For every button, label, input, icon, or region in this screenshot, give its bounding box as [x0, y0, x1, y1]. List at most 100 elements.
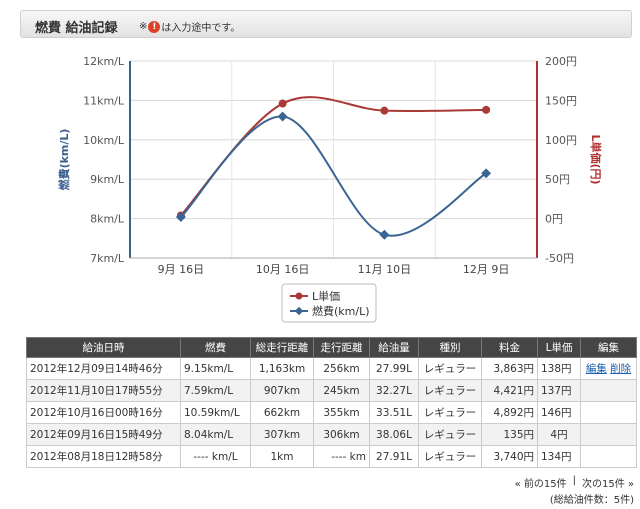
col-total: 総走行距離 — [250, 337, 314, 358]
unit-price-point — [380, 106, 389, 115]
table-row: 2012年12月09日14時46分 9.15km/L 1,163km 256km… — [26, 357, 637, 380]
table-row: 2012年11月10日17時55分 7.59km/L 907km 245km 3… — [26, 379, 637, 402]
cell-unit: 137円 — [537, 379, 581, 402]
fuel-economy-point — [175, 212, 186, 222]
table-header-row: 給油日時 燃費 総走行距離 走行距離 給油量 種別 料金 L単価 編集 — [26, 337, 637, 358]
left-axis-title: 燃費(km/L) — [57, 129, 71, 192]
prev-page-link[interactable]: « 前の15件 — [514, 479, 567, 490]
cell-kind: レギュラー — [418, 445, 482, 468]
legend-box — [281, 283, 377, 323]
left-tick-label: 9km/L — [90, 173, 125, 186]
cell-kind: レギュラー — [418, 379, 482, 402]
cell-total: 1km — [250, 445, 314, 468]
cell-date: 2012年12月09日14時46分 — [26, 357, 181, 380]
col-kind: 種別 — [418, 337, 482, 358]
cell-amount: 32.27L — [369, 379, 419, 402]
cell-amount: 27.99L — [369, 357, 419, 380]
note-prefix: ※ — [139, 21, 148, 32]
cell-distance: ---- km — [313, 445, 370, 468]
unit-price-legend-marker — [295, 292, 303, 300]
cell-price: 3,740円 — [481, 445, 538, 468]
legend-entry: L単価 — [312, 289, 340, 303]
cell-kind: レギュラー — [418, 357, 482, 380]
left-tick-label: 12km/L — [83, 55, 125, 68]
cell-price: 4,421円 — [481, 379, 538, 402]
table-row: 2012年08月18日12時58分 ---- km/L 1km ---- km … — [26, 445, 637, 468]
fuel-economy-point — [277, 111, 288, 122]
cell-actions — [580, 401, 637, 424]
left-tick-label: 11km/L — [83, 94, 125, 107]
edit-link[interactable]: 編集 — [585, 363, 607, 375]
cell-distance: 245km — [313, 379, 370, 402]
cell-date: 2012年11月10日17時55分 — [26, 379, 181, 402]
cell-price: 3,863円 — [481, 357, 538, 380]
x-tick-label: 12月 9日 — [463, 263, 510, 276]
col-edit: 編集 — [580, 337, 637, 358]
cell-unit: 138円 — [537, 357, 581, 380]
cell-date: 2012年08月18日12時58分 — [26, 445, 181, 468]
col-unit: L単価 — [537, 337, 581, 358]
cell-unit: 134円 — [537, 445, 581, 468]
col-price: 料金 — [481, 337, 538, 358]
cell-price: 135円 — [481, 423, 538, 446]
cell-unit: 146円 — [537, 401, 581, 424]
fuel-economy-point — [481, 168, 492, 179]
draft-note: ※ ! は入力途中です。 — [139, 19, 240, 34]
col-date: 給油日時 — [26, 337, 181, 358]
right-tick-label: -50円 — [545, 252, 574, 265]
warning-icon: ! — [148, 20, 161, 33]
unit-price-point — [278, 99, 287, 108]
legend-entry: 燃費(km/L) — [312, 304, 370, 318]
unit-price-point — [482, 105, 491, 114]
cell-unit: 4円 — [537, 423, 581, 446]
pager-separator: | — [572, 475, 576, 486]
cell-amount: 33.51L — [369, 401, 419, 424]
cell-fuel: 9.15km/L — [180, 357, 251, 380]
col-distance: 走行距離 — [313, 337, 370, 358]
cell-kind: レギュラー — [418, 401, 482, 424]
section-title: 燃費 給油記録 — [35, 21, 118, 36]
note-text: は入力途中です。 — [161, 23, 241, 34]
fuel-economy-point — [379, 229, 390, 240]
section-header: 燃費 給油記録 ※ ! は入力途中です。 — [20, 10, 632, 38]
cell-actions: 編集 削除 — [580, 357, 637, 380]
right-axis-title: L単価(円) — [589, 134, 603, 184]
x-tick-label: 11月 10日 — [358, 263, 412, 276]
x-tick-label: 10月 16日 — [256, 263, 310, 276]
cell-fuel: 7.59km/L — [180, 379, 251, 402]
table-row: 2012年09月16日15時49分 8.04km/L 307km 306km 3… — [26, 423, 637, 446]
cell-date: 2012年10月16日00時16分 — [26, 401, 181, 424]
cell-actions — [580, 423, 637, 446]
fuel-chart: 12km/L 200円 11km/L 150円 10km/L 100円 9km/L 50円 8k… — [57, 55, 603, 323]
cell-total: 307km — [250, 423, 314, 446]
cell-actions — [580, 445, 637, 468]
cell-distance: 355km — [313, 401, 370, 424]
cell-price: 4,892円 — [481, 401, 538, 424]
cell-distance: 306km — [313, 423, 370, 446]
fuel-economy-series-line — [180, 115, 487, 237]
cell-amount: 38.06L — [369, 423, 419, 446]
cell-fuel: ---- km/L — [180, 445, 251, 468]
col-amount: 給油量 — [369, 337, 419, 358]
delete-link[interactable]: 削除 — [610, 363, 632, 375]
cell-fuel: 10.59km/L — [180, 401, 251, 424]
left-tick-label: 8km/L — [90, 213, 125, 226]
cell-total: 662km — [250, 401, 314, 424]
cell-distance: 256km — [313, 357, 370, 380]
cell-total: 907km — [250, 379, 314, 402]
right-tick-label: 0円 — [545, 213, 563, 226]
right-tick-label: 150円 — [545, 94, 577, 107]
right-tick-label: 50円 — [545, 173, 570, 186]
right-tick-label: 200円 — [545, 55, 577, 68]
next-page-link[interactable]: 次の15件 » — [581, 479, 634, 490]
right-tick-label: 100円 — [545, 134, 577, 147]
left-tick-label: 10km/L — [83, 134, 125, 147]
cell-fuel: 8.04km/L — [180, 423, 251, 446]
pagination: « 前の15件 | 次の15件 » — [515, 475, 634, 490]
cell-kind: レギュラー — [418, 423, 482, 446]
fueling-table: 給油日時 燃費 総走行距離 走行距離 給油量 種別 料金 L単価 編集 2012… — [26, 337, 637, 468]
cell-actions — [580, 379, 637, 402]
total-count: (総給油件数：5件) — [549, 495, 634, 506]
fuel-economy-legend-marker — [294, 306, 304, 316]
col-fuel: 燃費 — [180, 337, 251, 358]
